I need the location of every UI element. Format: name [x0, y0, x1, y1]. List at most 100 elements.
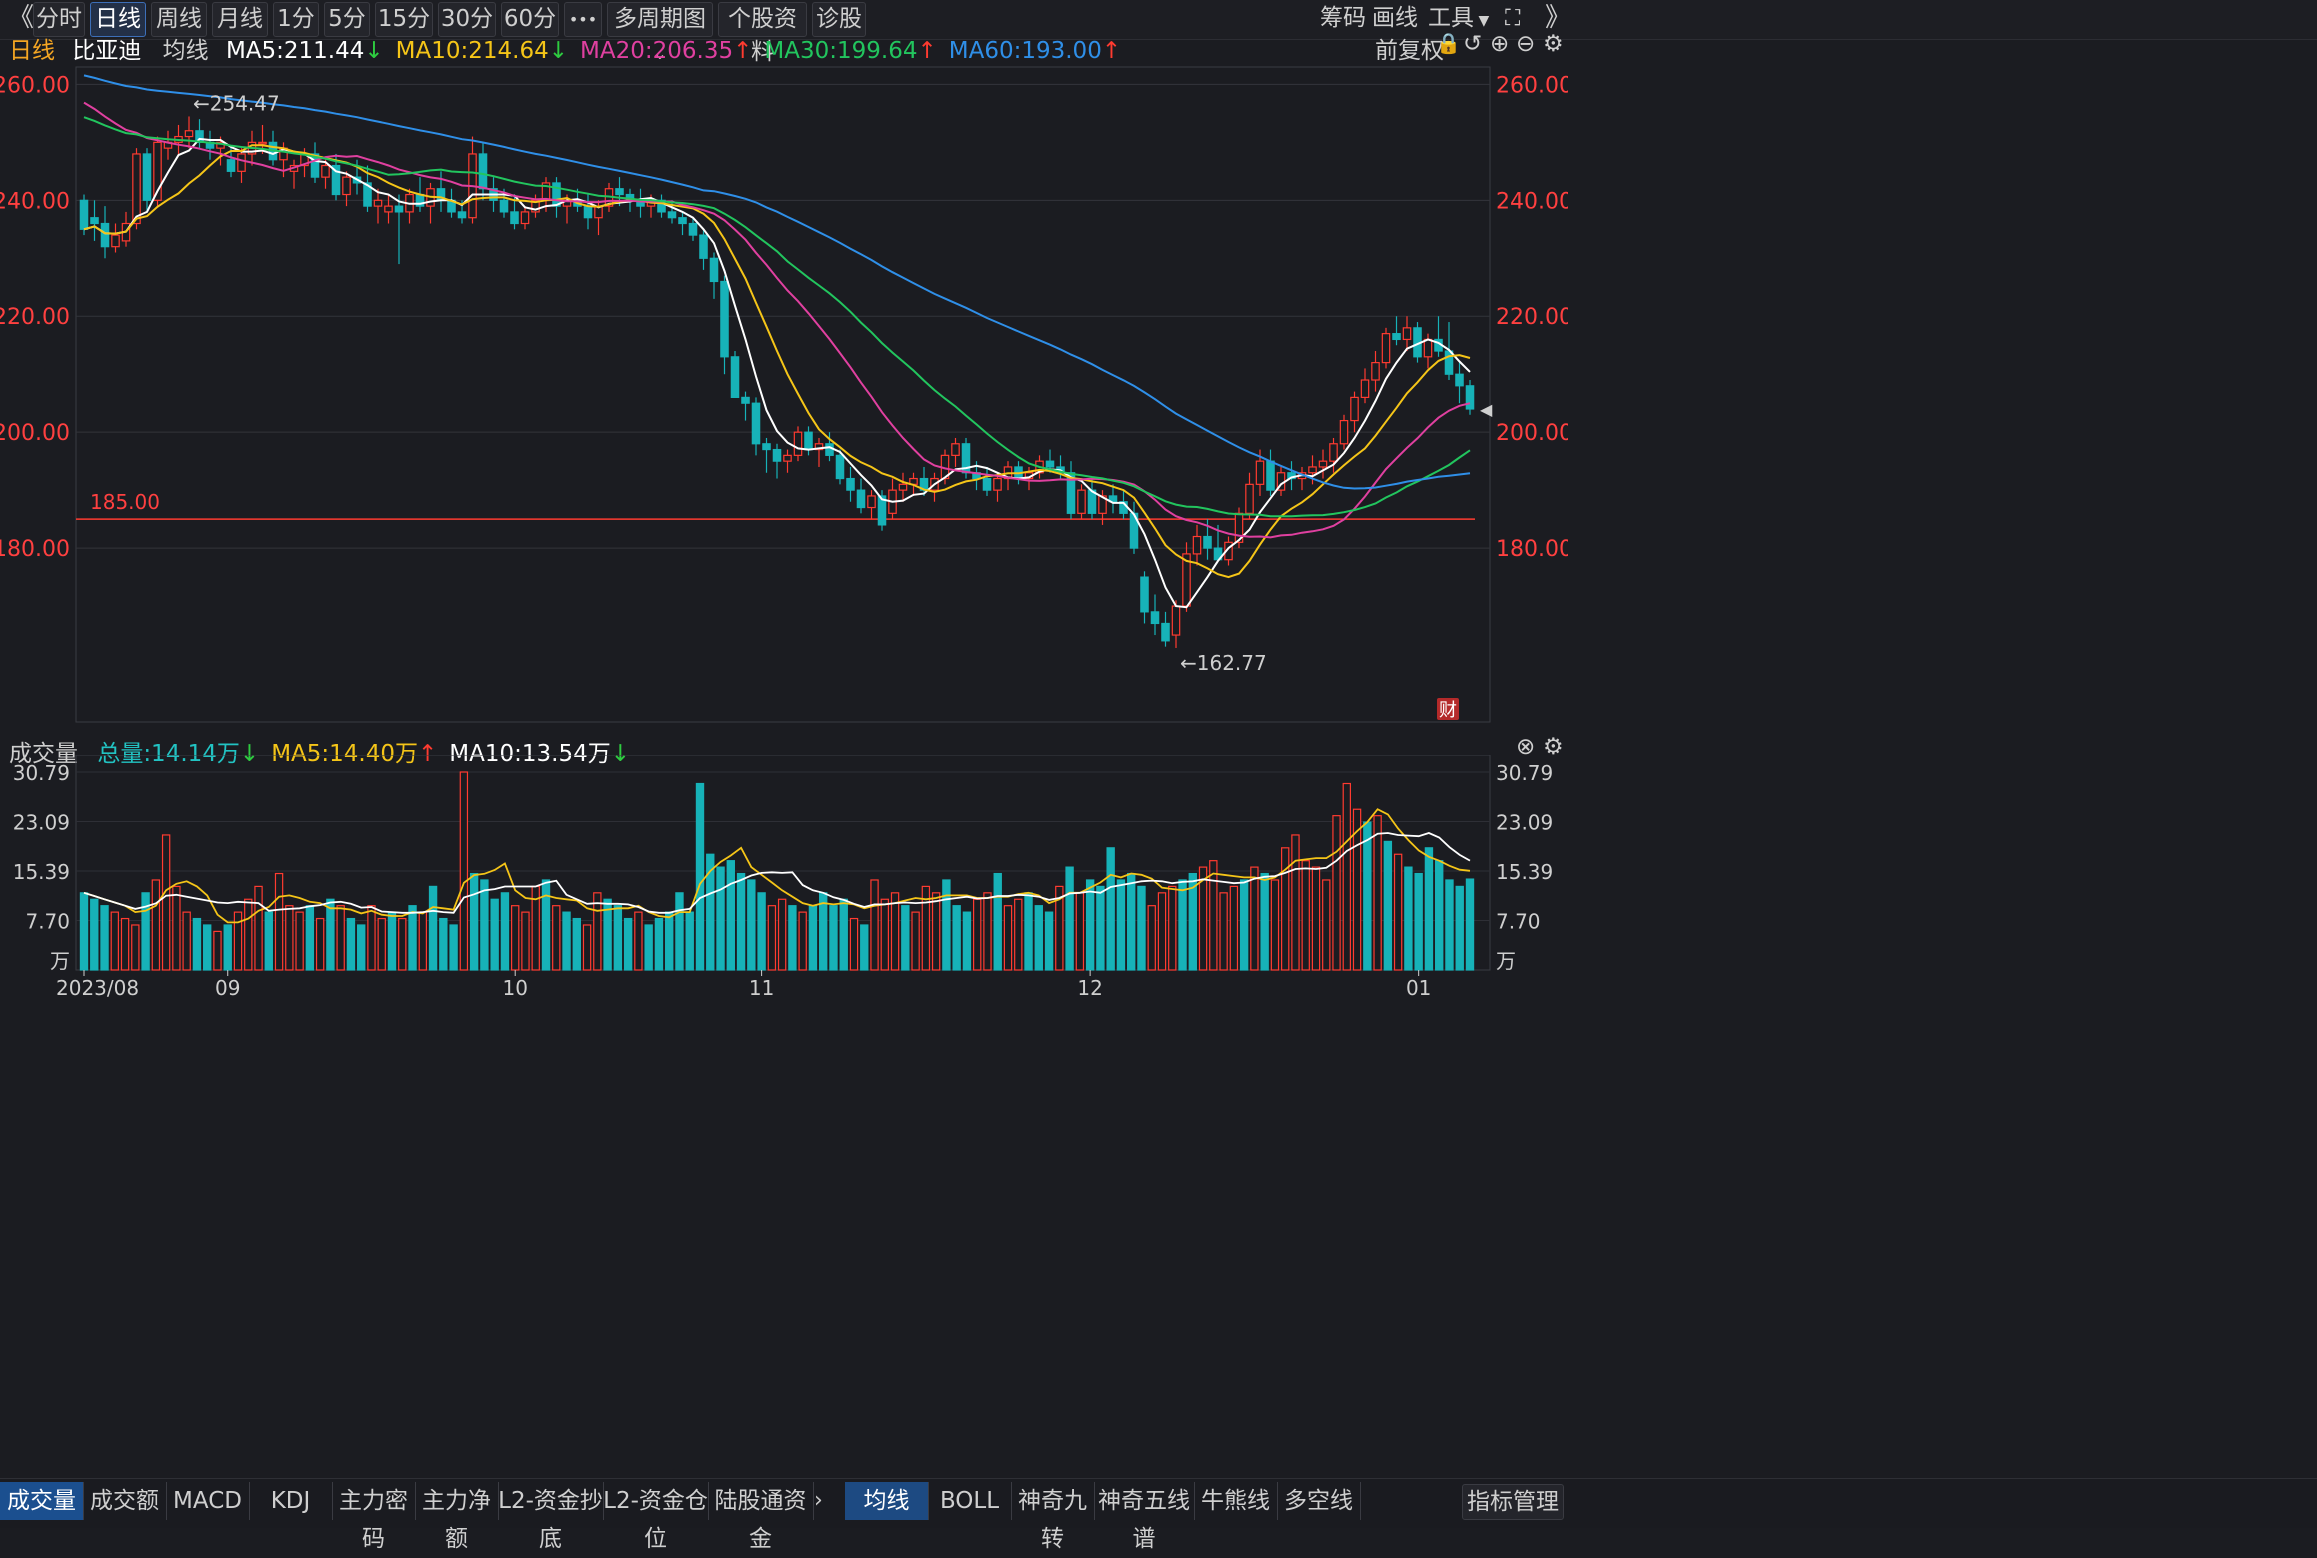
overlay-tab-3[interactable]: 神奇五线谱: [1094, 1482, 1195, 1552]
volume-bar: [1239, 879, 1249, 971]
volume-bar: [1044, 911, 1054, 971]
collapse-left-icon[interactable]: 《: [8, 3, 35, 33]
settings-gear-icon[interactable]: ⚙: [1543, 31, 1564, 57]
volume-bar: [264, 911, 273, 971]
volume-bar: [973, 898, 982, 971]
volume-bar: [541, 879, 551, 971]
arrow-up-icon: ↑: [917, 38, 937, 64]
overlay-tab-2[interactable]: 神奇九转: [1011, 1482, 1095, 1552]
candle-body: [100, 222, 110, 248]
collapse-right-icon[interactable]: 》: [1545, 3, 1572, 33]
volume-axis-label-left: 23.09: [13, 811, 70, 835]
candle-body: [1371, 362, 1380, 381]
tab-15min[interactable]: 15分: [375, 2, 433, 37]
volume-bar: [511, 905, 520, 971]
stock-name[interactable]: 比亚迪: [72, 38, 142, 64]
overlay-tab-5[interactable]: 多空线: [1277, 1482, 1361, 1520]
volume-bar: [367, 905, 376, 971]
avg-label[interactable]: 均线: [162, 38, 209, 64]
volume-bar: [767, 905, 777, 971]
tab-fenshi[interactable]: 分时: [33, 2, 85, 37]
tab-weekly[interactable]: 周线: [151, 2, 207, 37]
volume-bar: [1116, 879, 1126, 971]
indicator-tab-7[interactable]: L2-资金仓位: [603, 1482, 709, 1552]
volume-bar: [1198, 866, 1208, 971]
undo-icon[interactable]: ↺: [1463, 31, 1483, 57]
tools-label: 工具: [1428, 5, 1474, 31]
volume-bar: [1106, 847, 1115, 971]
volume-title: 成交量: [9, 741, 78, 767]
volume-bar: [100, 905, 109, 971]
chips-button[interactable]: 筹码: [1320, 5, 1366, 31]
tab-daily[interactable]: 日线: [90, 2, 146, 37]
indicator-tab-0[interactable]: 成交量: [0, 1482, 84, 1520]
indicator-tab-2[interactable]: MACD: [166, 1482, 250, 1520]
indicator-tab-1[interactable]: 成交额: [83, 1482, 167, 1520]
candle-body: [258, 141, 267, 145]
multi-period-dropdown[interactable]: 多周期图 ⌄: [607, 2, 713, 63]
tools-dropdown[interactable]: 工具 ▼: [1428, 2, 1489, 35]
tabs-scroll-right-icon[interactable]: ›: [814, 1488, 823, 1513]
close-indicator-icon[interactable]: ⊗: [1516, 734, 1536, 760]
ma-line-ma30: [83, 116, 1471, 518]
volume-bar: [1352, 808, 1362, 971]
candle-body: [1360, 379, 1370, 398]
candle-body: [1402, 327, 1412, 341]
volume-settings-gear-icon[interactable]: ⚙: [1543, 734, 1564, 760]
volume-axis-label-right: 15.39: [1496, 860, 1553, 884]
zoom-out-icon[interactable]: ⊖: [1516, 31, 1536, 57]
price-axis-label-left: 240.00: [0, 189, 70, 214]
more-button[interactable]: •••: [564, 2, 602, 37]
tab-monthly[interactable]: 月线: [212, 2, 268, 37]
indicator-manage-button[interactable]: 指标管理: [1462, 1484, 1564, 1520]
volume-bar: [439, 917, 448, 971]
candle-body: [783, 454, 792, 462]
price-axis-label-left: 220.00: [0, 305, 70, 330]
tab-1min[interactable]: 1分: [273, 2, 319, 37]
volume-bar: [777, 898, 787, 971]
diagnose-button[interactable]: 诊股: [812, 2, 866, 37]
volume-chart[interactable]: 30.79 30.79 23.09 23.09 15.39 15.39 7.70 7.70 万 万…: [0, 755, 1568, 1000]
candle-body: [478, 153, 488, 190]
arrow-up-icon: ↑: [418, 741, 438, 767]
volume-bar: [983, 892, 992, 971]
period-label: 日线: [9, 38, 55, 64]
indicator-tab-6[interactable]: L2-资金抄底: [498, 1482, 604, 1552]
draw-line-button[interactable]: 画线: [1372, 5, 1418, 31]
indicator-tab-8[interactable]: 陆股通资金: [708, 1482, 814, 1552]
overlay-tab-0[interactable]: 均线: [845, 1482, 929, 1520]
lock-icon[interactable]: 🔒: [1436, 31, 1461, 55]
volume-bar: [1147, 905, 1156, 971]
candle-body: [1140, 576, 1149, 613]
tab-30min[interactable]: 30分: [438, 2, 496, 37]
multi-period-label: 多周期图: [614, 6, 706, 32]
tab-5min[interactable]: 5分: [324, 2, 370, 37]
volume-bar: [346, 917, 356, 971]
adjust-label[interactable]: 前复权: [1375, 38, 1444, 64]
indicator-tab-4[interactable]: 主力密码: [332, 1482, 416, 1552]
candle-body: [951, 443, 960, 456]
volume-bar: [1157, 892, 1167, 971]
volume-bar: [459, 771, 469, 971]
price-chart[interactable]: 260.00 260.00 240.00 240.00 220.00 220.00 200.…: [0, 55, 1568, 735]
stock-info-button[interactable]: 个股资料: [718, 2, 807, 65]
volume-bar: [747, 879, 756, 971]
support-line-label: 185.00: [90, 490, 160, 514]
candle-body: [709, 257, 719, 283]
fullscreen-icon[interactable]: ⛶: [1505, 6, 1521, 31]
candle-body: [1203, 535, 1212, 549]
candle-body: [1308, 466, 1317, 474]
volume-bar: [233, 911, 243, 971]
volume-bar: [726, 860, 735, 971]
candle-body: [730, 356, 740, 398]
indicator-tab-5[interactable]: 主力净额: [415, 1482, 499, 1552]
overlay-tab-4[interactable]: 牛熊线: [1194, 1482, 1278, 1520]
tab-60min[interactable]: 60分: [501, 2, 559, 37]
volume-bar: [305, 905, 315, 971]
volume-bar: [244, 898, 253, 971]
volume-bar: [274, 872, 284, 971]
candle-body: [1161, 622, 1170, 642]
overlay-tab-1[interactable]: BOLL: [928, 1482, 1012, 1520]
indicator-tab-3[interactable]: KDJ: [249, 1482, 333, 1520]
zoom-in-icon[interactable]: ⊕: [1490, 31, 1510, 57]
